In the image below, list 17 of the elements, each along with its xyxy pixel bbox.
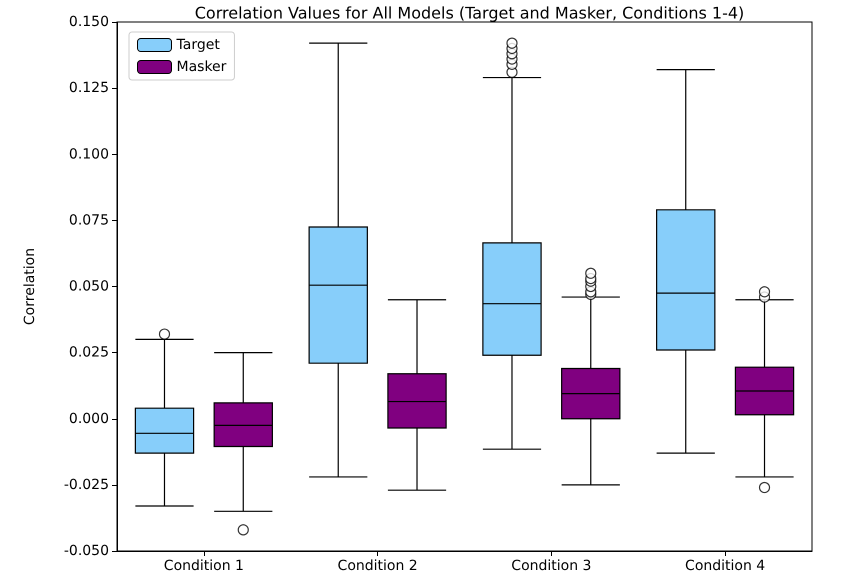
legend-label: Target (176, 37, 220, 53)
x-tick-label: Condition 1 (164, 558, 244, 574)
x-tick-label: Condition 2 (338, 558, 418, 574)
y-tick-label: 0.050 (68, 278, 109, 294)
y-tick-label: 0.000 (68, 410, 109, 427)
y-tick-label: 0.100 (68, 146, 109, 162)
x-tick-label: Condition 4 (685, 558, 766, 574)
legend-label: Masker (176, 59, 227, 75)
y-tick-label: 0.025 (68, 344, 109, 361)
y-axis-title: Correlation (22, 248, 38, 326)
chart-title: Correlation Values for All Models (Target and Masker, Conditions 1-4) (194, 4, 744, 22)
x-tick-label: Condition 3 (511, 558, 592, 574)
y-tick-label: 0.150 (68, 14, 109, 30)
y-tick-label: 0.075 (68, 212, 109, 228)
y-tick-label: -0.050 (64, 543, 109, 559)
y-tick-label: -0.025 (64, 476, 109, 493)
y-tick-label: 0.125 (68, 80, 109, 96)
